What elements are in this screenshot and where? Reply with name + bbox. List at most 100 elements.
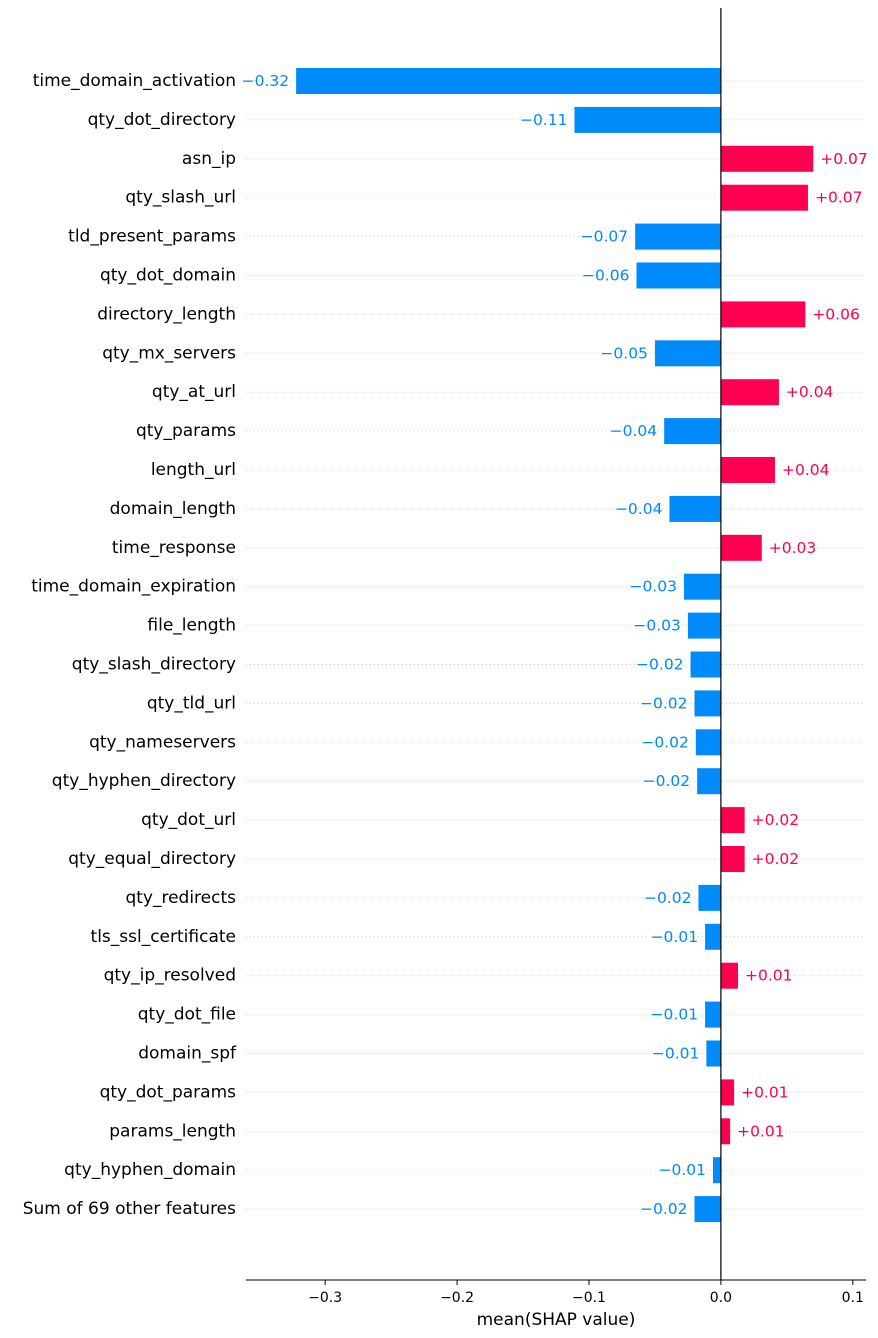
feature-label: qty_hyphen_directory	[52, 771, 236, 791]
value-label: +0.01	[745, 967, 793, 985]
feature-label: qty_at_url	[152, 382, 236, 402]
feature-label: qty_hyphen_domain	[64, 1160, 236, 1180]
feature-label: qty_dot_params	[100, 1082, 237, 1102]
value-label: −0.04	[615, 500, 663, 518]
bar-qty-tld-url	[694, 690, 721, 717]
gridlines	[246, 80, 866, 1210]
feature-label: qty_slash_url	[125, 188, 236, 208]
bar-qty-slash-url	[720, 184, 808, 211]
bar-qty-mx-servers	[654, 340, 721, 367]
value-label: +0.07	[815, 189, 863, 207]
x-tick-label: 0.1	[842, 1290, 864, 1306]
value-label: −0.01	[651, 928, 699, 946]
value-labels: −0.32 −0.11 +0.07 +0.07 −0.07 −0.06 +0.06 −0.05…	[242, 72, 868, 1218]
value-label: −0.03	[633, 617, 681, 635]
feature-label: time_domain_expiration	[31, 577, 236, 597]
x-tick-label: −0.1	[572, 1290, 606, 1306]
value-label: −0.02	[640, 1200, 688, 1218]
value-label: −0.11	[520, 111, 568, 129]
bar-time-response	[720, 534, 762, 561]
bar-file-length	[687, 612, 721, 639]
value-label: −0.01	[652, 1045, 700, 1063]
bar-sum-of-69-other-features	[694, 1196, 721, 1223]
bar-qty-params	[664, 418, 721, 445]
feature-label: params_length	[109, 1121, 236, 1141]
bar-asn-ip	[720, 145, 814, 172]
feature-label: time_domain_activation	[33, 71, 236, 91]
bar-domain-spf	[706, 1040, 721, 1067]
feature-label: qty_ip_resolved	[104, 966, 236, 986]
feature-label: qty_mx_servers	[102, 343, 236, 363]
value-label: +0.04	[786, 383, 834, 401]
bar-tls-ssl-certificate	[705, 923, 721, 950]
feature-labels: time_domain_activation qty_dot_directorya…	[23, 71, 237, 1219]
bar-params-length	[720, 1118, 731, 1145]
value-label: −0.02	[641, 733, 689, 751]
value-label: −0.01	[658, 1161, 706, 1179]
bar-time-domain-expiration	[683, 573, 721, 600]
feature-label: length_url	[151, 460, 236, 480]
feature-label: time_response	[112, 538, 236, 558]
value-label: +0.03	[769, 539, 817, 557]
bars	[296, 68, 814, 1223]
value-label: −0.02	[636, 656, 684, 674]
bar-qty-equal-directory	[720, 846, 745, 872]
feature-label: qty_params	[136, 421, 236, 441]
value-label: −0.06	[582, 267, 630, 285]
feature-label: Sum of 69 other features	[23, 1199, 236, 1219]
feature-label: qty_redirects	[125, 888, 236, 908]
value-label: −0.01	[651, 1006, 699, 1024]
feature-label: asn_ip	[182, 149, 236, 169]
feature-label: qty_nameservers	[89, 732, 236, 752]
x-tick-label: 0.0	[710, 1290, 732, 1306]
feature-label: directory_length	[97, 304, 236, 324]
feature-label: qty_tld_url	[147, 693, 236, 713]
feature-label: domain_length	[110, 499, 236, 519]
bar-domain-length	[669, 495, 721, 522]
bar-length-url	[720, 457, 775, 483]
value-label: −0.32	[242, 72, 290, 90]
feature-label: qty_equal_directory	[68, 849, 236, 869]
bar-qty-dot-params	[720, 1079, 735, 1106]
bar-tld-present-params	[635, 223, 721, 250]
value-label: +0.02	[752, 850, 800, 868]
value-label: +0.07	[820, 150, 868, 168]
value-label: −0.02	[643, 772, 691, 790]
value-label: −0.05	[600, 344, 648, 362]
feature-label: file_length	[147, 616, 236, 636]
bar-directory-length	[720, 301, 806, 328]
value-label: +0.04	[782, 461, 830, 479]
x-tick-label: −0.3	[308, 1290, 342, 1306]
feature-label: qty_slash_directory	[72, 655, 236, 675]
bar-qty-dot-directory	[574, 106, 721, 133]
feature-label: qty_dot_url	[141, 810, 236, 830]
bar-time-domain-activation	[296, 68, 721, 94]
feature-label: qty_dot_directory	[88, 110, 236, 130]
x-axis-title: mean(SHAP value)	[477, 1310, 636, 1330]
value-label: +0.01	[737, 1122, 785, 1140]
bar-qty-dot-url	[720, 807, 745, 834]
value-label: −0.07	[581, 228, 629, 246]
feature-label: domain_spf	[138, 1044, 237, 1064]
feature-label: tld_present_params	[68, 227, 236, 247]
bar-qty-nameservers	[695, 729, 721, 756]
value-label: −0.02	[644, 889, 692, 907]
bar-qty-redirects	[698, 884, 721, 911]
bar-qty-ip-resolved	[720, 962, 739, 989]
feature-label: tls_ssl_certificate	[91, 927, 236, 947]
value-label: +0.06	[812, 305, 860, 323]
feature-label: qty_dot_domain	[100, 266, 236, 286]
bar-qty-slash-directory	[690, 651, 721, 678]
x-axis: −0.3 −0.2 −0.1 0.0 0.1	[246, 1279, 866, 1306]
value-label: −0.02	[640, 694, 688, 712]
bar-qty-hyphen-domain	[712, 1157, 721, 1184]
x-tick-label: −0.2	[440, 1290, 474, 1306]
bar-qty-hyphen-directory	[697, 768, 721, 795]
feature-label: qty_dot_file	[138, 1005, 236, 1025]
bar-qty-at-url	[720, 379, 779, 406]
value-label: −0.04	[610, 422, 658, 440]
bar-qty-dot-domain	[636, 262, 721, 289]
bar-qty-dot-file	[705, 1001, 721, 1028]
